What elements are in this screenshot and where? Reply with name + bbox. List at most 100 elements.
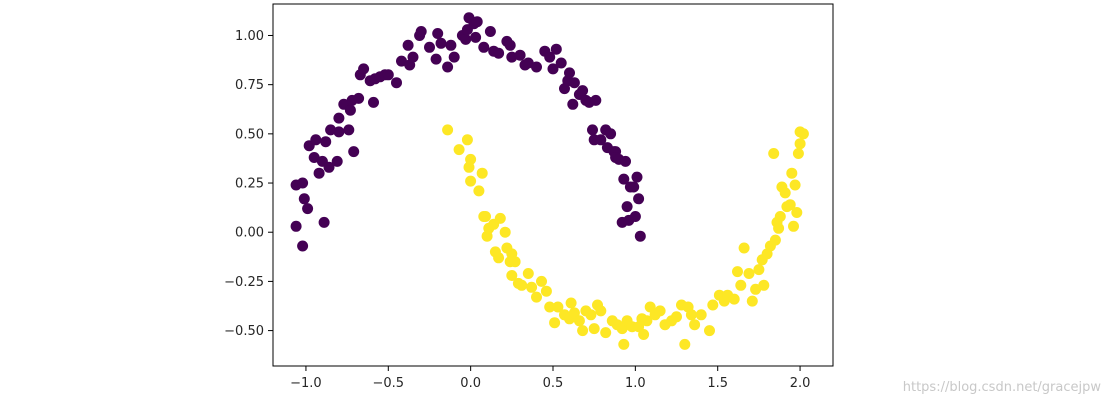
scatter-point-purple: [407, 51, 419, 63]
scatter-point-purple: [396, 55, 407, 67]
x-tick-label: 1.0: [625, 376, 646, 391]
scatter-point-purple: [577, 85, 589, 97]
scatter-point-yellow: [531, 291, 542, 303]
scatter-point-purple: [348, 146, 360, 158]
scatter-point-purple: [587, 124, 598, 136]
scatter-point-purple: [333, 126, 345, 138]
x-axis: −1.0 −0.5 0.0 0.5 1.0 1.5 2.0: [290, 366, 810, 391]
scatter-point-yellow: [506, 270, 518, 281]
scatter-point-yellow: [577, 325, 589, 337]
plot-marks: [290, 12, 809, 350]
scatter-point-purple: [344, 104, 356, 116]
scatter-point-purple: [435, 37, 447, 49]
x-tick-label: −1.0: [290, 376, 322, 391]
scatter-point-yellow: [732, 266, 743, 278]
scatter-point-purple: [331, 155, 343, 167]
scatter-point-yellow: [735, 279, 747, 291]
scatter-point-yellow: [499, 226, 511, 238]
y-tick-label: 0.50: [235, 127, 264, 142]
scatter-point-yellow: [453, 144, 465, 156]
scatter-point-purple: [448, 51, 460, 63]
scatter-point-purple: [633, 193, 645, 205]
x-tick-label: 2.0: [790, 376, 811, 391]
scatter-point-yellow: [671, 311, 682, 323]
scatter-point-yellow: [465, 175, 477, 187]
scatter-point-yellow: [465, 153, 477, 165]
scatter-point-purple: [402, 39, 414, 51]
scatter-point-purple: [506, 51, 518, 63]
scatter-point-purple: [470, 31, 482, 43]
scatter-point-purple: [308, 152, 320, 163]
scatter-point-purple: [629, 211, 641, 222]
scatter-point-yellow: [588, 323, 600, 335]
scatter-point-purple: [298, 193, 310, 205]
scatter-point-purple: [313, 167, 325, 179]
scatter-point-purple: [618, 173, 630, 185]
scatter-point-yellow: [549, 317, 561, 329]
scatter-point-purple: [415, 26, 427, 37]
scatter-point-purple: [620, 155, 631, 167]
y-tick-label: 1.00: [235, 29, 264, 44]
scatter-point-purple: [343, 124, 355, 136]
scatter-point-yellow: [738, 242, 750, 254]
scatter-point-purple: [368, 96, 379, 108]
scatter-point-yellow: [689, 319, 701, 331]
scatter-point-purple: [358, 63, 370, 75]
scatter-point-purple: [302, 203, 314, 215]
scatter-point-purple: [460, 33, 472, 45]
scatter-point-yellow: [638, 329, 650, 340]
scatter-point-yellow: [473, 185, 485, 197]
scatter-point-yellow: [792, 148, 804, 159]
scatter-point-yellow: [585, 309, 597, 321]
scatter-point-yellow: [786, 167, 798, 179]
scatter-point-yellow: [774, 211, 786, 222]
scatter-point-yellow: [442, 124, 454, 136]
y-tick-label: −0.25: [224, 275, 264, 290]
y-tick-label: 0.75: [235, 78, 264, 93]
scatter-point-yellow: [476, 167, 488, 179]
scatter-point-yellow: [746, 295, 758, 307]
scatter-point-purple: [353, 92, 365, 104]
x-tick-label: 0.0: [460, 376, 481, 391]
scatter-point-purple: [595, 134, 607, 146]
scatter-point-purple: [290, 220, 302, 232]
scatter-point-yellow: [595, 305, 607, 317]
scatter-point-yellow: [536, 275, 547, 287]
scatter-point-purple: [531, 61, 542, 73]
scatter-point-purple: [605, 128, 617, 140]
scatter-point-yellow: [526, 281, 538, 293]
x-tick-label: 1.5: [707, 376, 728, 391]
scatter-point-purple: [493, 47, 505, 59]
scatter-point-purple: [568, 77, 580, 89]
scatter-point-purple: [297, 177, 309, 189]
scatter-point-yellow: [784, 199, 796, 211]
scatter-point-purple: [391, 77, 402, 89]
scatter-point-yellow: [788, 220, 799, 232]
scatter-point-purple: [550, 43, 562, 55]
scatter-point-yellow: [568, 307, 580, 319]
scatter-point-yellow: [707, 299, 719, 311]
scatter-point-purple: [522, 57, 534, 69]
scatter-point-purple: [631, 171, 643, 183]
y-axis: −0.50 −0.25 0.00 0.25 0.50 0.75 1.00: [224, 29, 273, 339]
scatter-point-yellow: [791, 207, 803, 218]
scatter-point-purple: [590, 94, 602, 106]
x-tick-label: 0.5: [543, 376, 564, 391]
scatter-point-yellow: [494, 212, 506, 224]
scatter-point-yellow: [753, 264, 765, 276]
scatter-point-yellow: [552, 301, 564, 313]
scatter-point-purple: [544, 51, 556, 63]
scatter-point-yellow: [480, 211, 491, 222]
scatter-point-purple: [320, 136, 332, 148]
scatter-point-yellow: [728, 293, 740, 305]
scatter-point-yellow: [493, 252, 505, 264]
scatter-point-yellow: [758, 279, 770, 291]
scatter-point-yellow: [695, 309, 707, 321]
y-tick-label: −0.50: [224, 324, 264, 339]
scatter-point-purple: [310, 134, 322, 146]
scatter-point-purple: [567, 98, 579, 110]
scatter-point-yellow: [544, 301, 556, 313]
watermark-text: https://blog.csdn.net/gracejpw: [902, 380, 1101, 395]
scatter-point-purple: [514, 49, 526, 61]
